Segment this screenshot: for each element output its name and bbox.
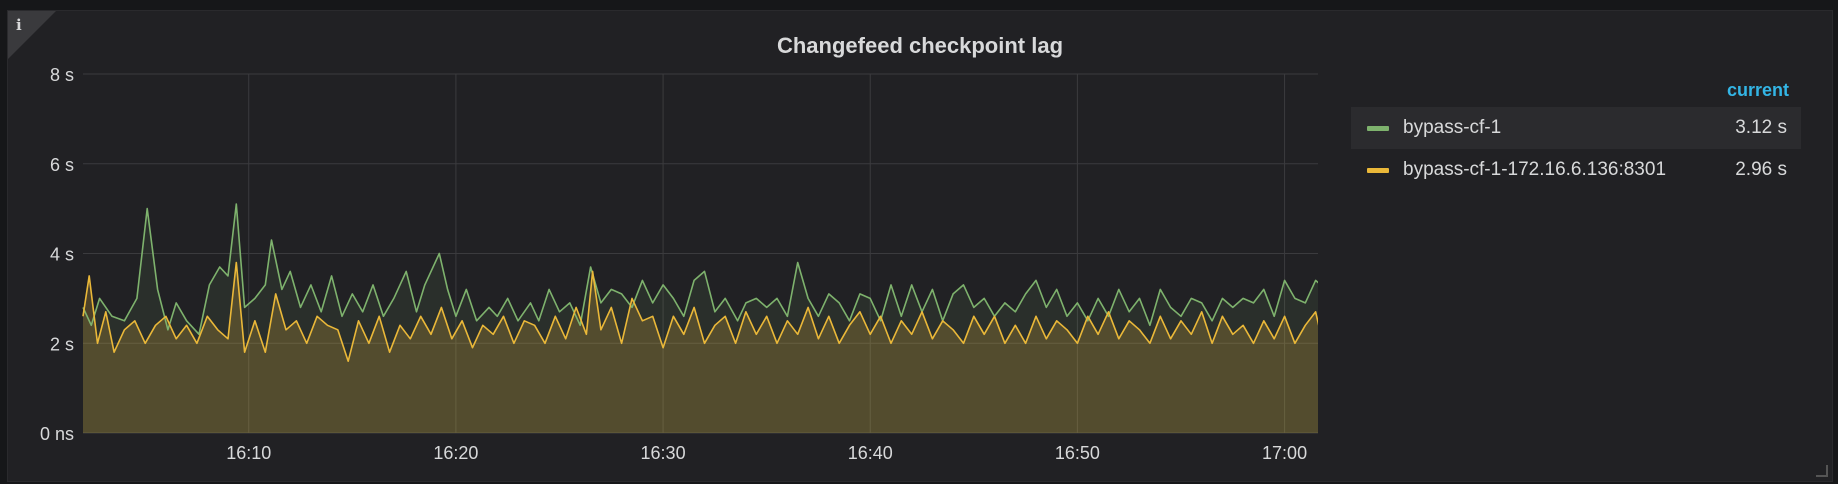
- series-color-swatch[interactable]: [1367, 126, 1389, 131]
- legend-item-label[interactable]: bypass-cf-1-172.16.6.136:8301: [1403, 159, 1667, 180]
- legend: current bypass-cf-1 3.12 s bypass-cf-1-1…: [1351, 73, 1801, 191]
- y-tick-label: 6 s: [50, 155, 74, 175]
- y-tick-label: 2 s: [50, 334, 74, 354]
- x-tick-label: 16:20: [433, 443, 478, 463]
- series-line-1[interactable]: [82, 203, 1318, 336]
- legend-item-bypass-cf-1-host[interactable]: bypass-cf-1-172.16.6.136:8301 2.96 s: [1351, 149, 1801, 191]
- legend-item-bypass-cf-1[interactable]: bypass-cf-1 3.12 s: [1351, 107, 1801, 149]
- x-tick-label: 16:40: [848, 443, 893, 463]
- legend-header-current[interactable]: current: [1726, 80, 1789, 100]
- graph-panel: i Changefeed checkpoint lag 0 ns 2 s 4 s 6 …: [7, 10, 1833, 482]
- series-line-2[interactable]: [82, 261, 1318, 363]
- legend-item-label[interactable]: bypass-cf-1: [1403, 117, 1502, 138]
- info-corner[interactable]: [8, 11, 56, 59]
- x-tick-label: 16:10: [226, 443, 271, 463]
- x-tick-label: 17:00: [1262, 443, 1307, 463]
- series-area-1: [83, 204, 1318, 433]
- resize-handle-icon[interactable]: [1816, 465, 1828, 477]
- legend-item-current-value: 3.12 s: [1735, 117, 1787, 138]
- legend-item-current-value: 2.96 s: [1735, 159, 1787, 180]
- y-tick-label: 8 s: [50, 65, 74, 85]
- y-tick-label: 0 ns: [40, 424, 74, 444]
- info-icon[interactable]: i: [16, 16, 22, 34]
- y-tick-label: 4 s: [50, 245, 74, 265]
- x-tick-label: 16:50: [1055, 443, 1100, 463]
- x-tick-label: 16:30: [641, 443, 686, 463]
- series-area-2: [83, 262, 1318, 433]
- time-series-chart[interactable]: 0 ns 2 s 4 s 6 s 8 s 16:10 16:20 16:30 16:40 16:5…: [8, 11, 1318, 471]
- panel-title[interactable]: Changefeed checkpoint lag: [776, 33, 1064, 58]
- series-color-swatch[interactable]: [1367, 168, 1389, 173]
